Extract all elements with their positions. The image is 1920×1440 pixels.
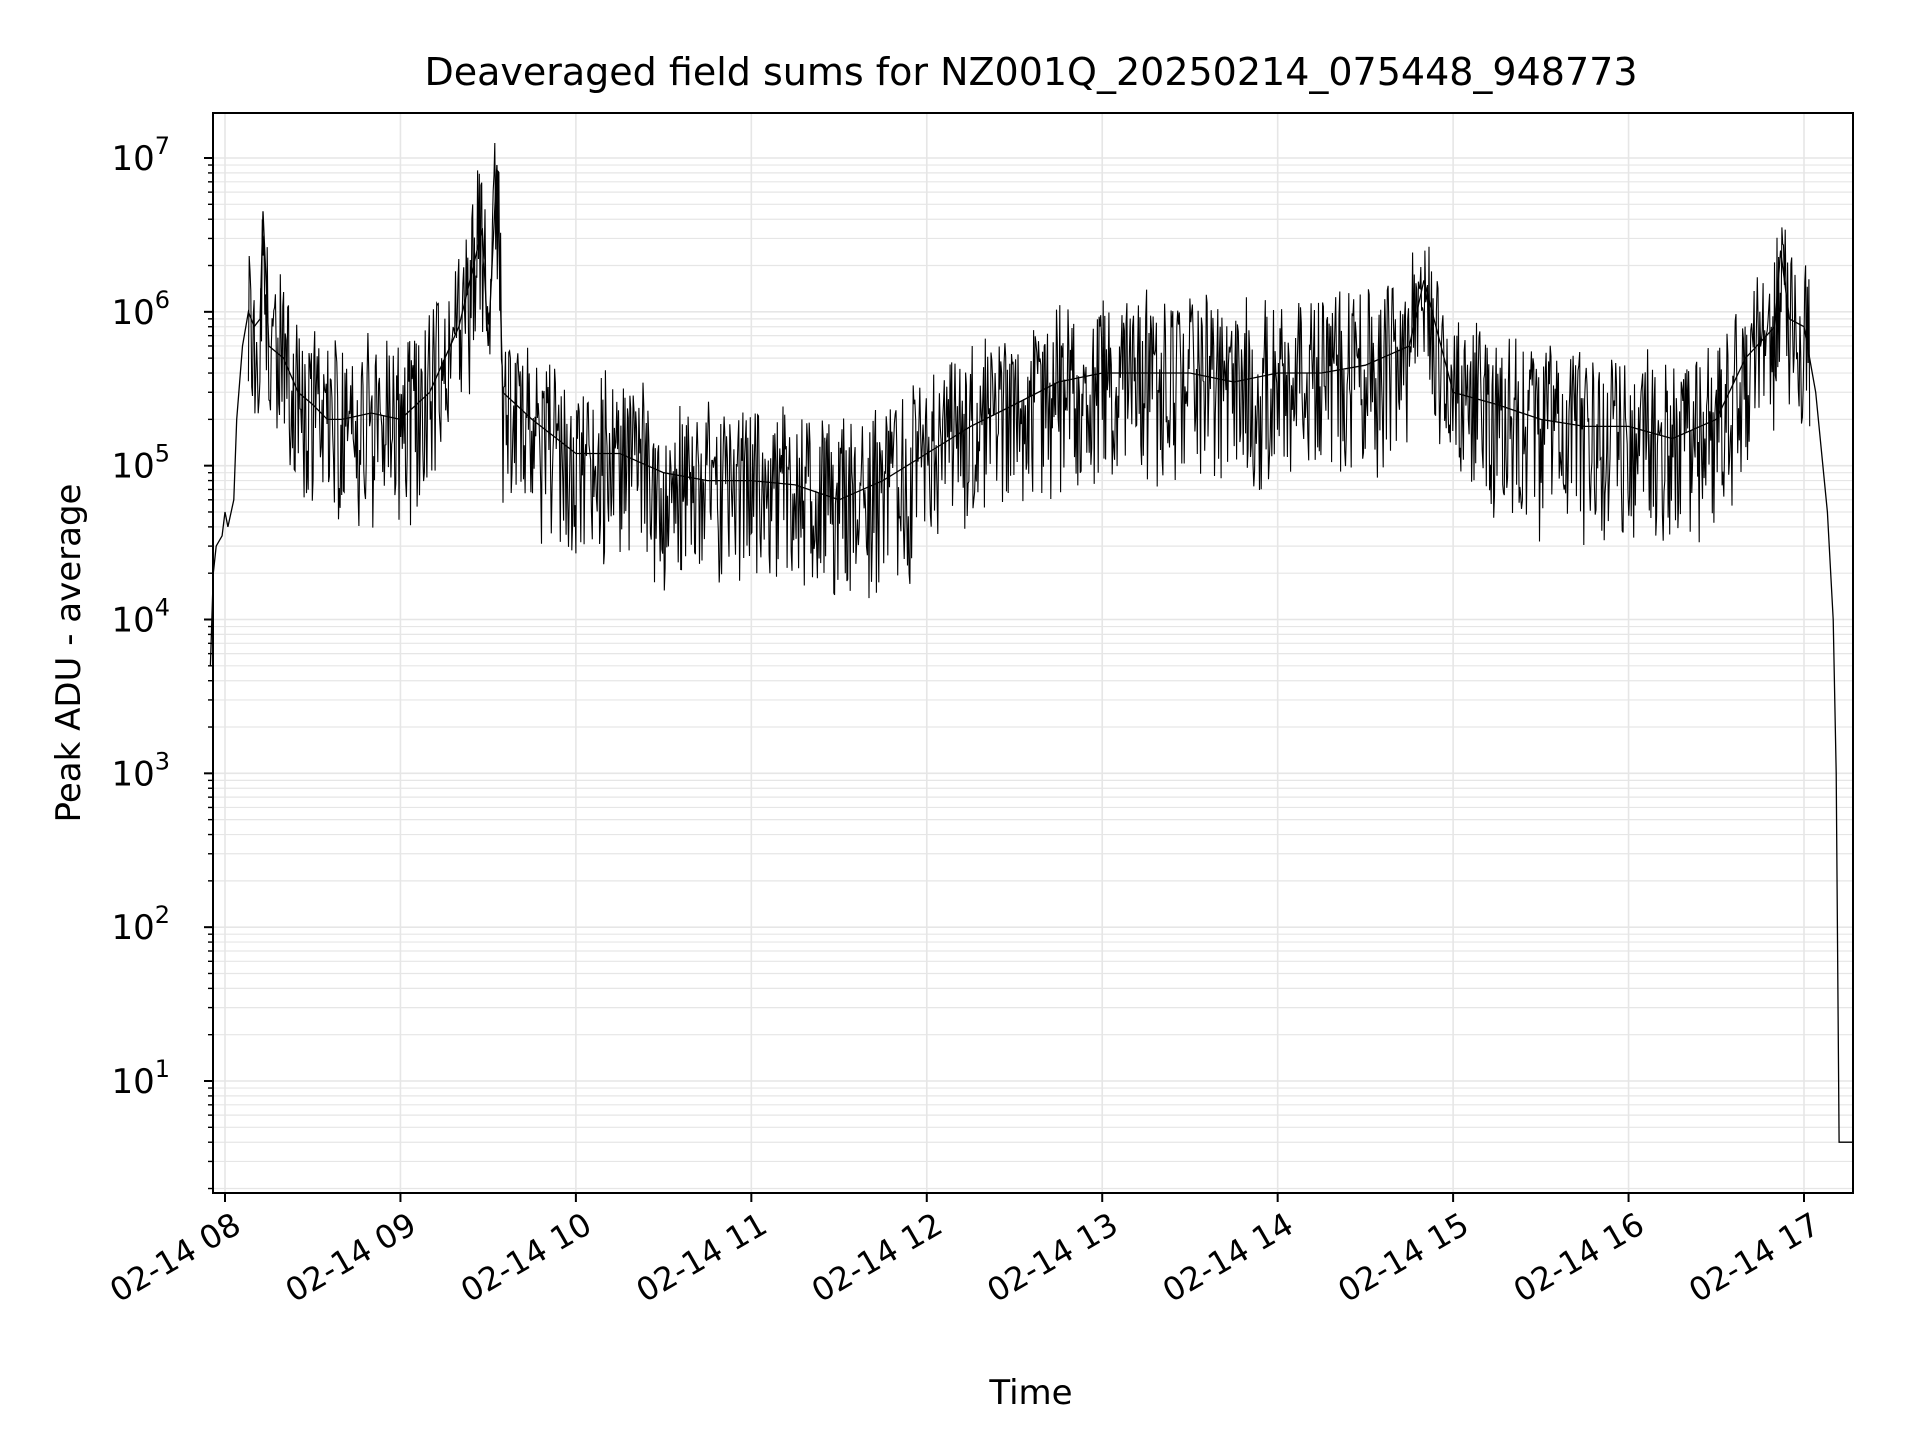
y-tick-label: 103 xyxy=(111,747,170,794)
y-tick-label: 107 xyxy=(111,132,170,179)
data-series-oscillation xyxy=(247,142,1811,599)
x-axis-label: Time xyxy=(988,1373,1072,1413)
y-tick-label: 106 xyxy=(111,286,170,333)
y-axis-label: Peak ADU - average xyxy=(49,484,89,823)
y-tick-label: 101 xyxy=(111,1055,170,1102)
plot-background xyxy=(213,113,1853,1193)
plot-area xyxy=(209,112,1854,1194)
y-tick-label: 104 xyxy=(111,594,170,641)
data-series-detail xyxy=(247,142,1811,599)
data-series-line xyxy=(209,164,1854,1143)
y-axis-ticks: 101 102 103 104 105 106 107 xyxy=(111,132,213,1190)
y-tick-label: 105 xyxy=(111,440,170,487)
y-tick-label: 102 xyxy=(111,901,170,948)
chart-title: Deaveraged field sums for NZ001Q_2025021… xyxy=(424,50,1637,94)
